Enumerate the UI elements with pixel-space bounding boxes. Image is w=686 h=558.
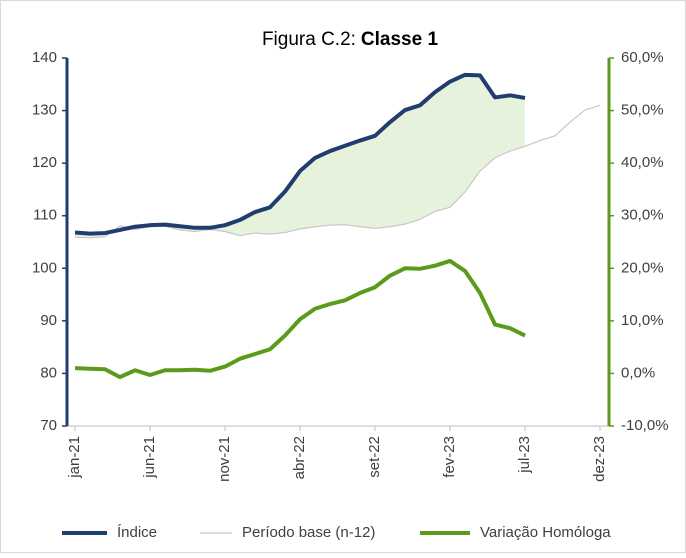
y-tick-label: 130 xyxy=(32,102,57,119)
y2-tick-label: 60,0% xyxy=(621,49,664,66)
y2-tick-label: -10,0% xyxy=(621,417,669,434)
y2-tick-label: 0,0% xyxy=(621,364,655,381)
x-tick-label: nov-21 xyxy=(216,436,233,482)
y-tick-label: 100 xyxy=(32,259,57,276)
x-tick-label: fev-23 xyxy=(441,436,458,478)
legend-label: Índice xyxy=(117,524,157,541)
y-tick-label: 120 xyxy=(32,154,57,171)
x-tick-label: abr-22 xyxy=(291,436,308,479)
y-tick-label: 80 xyxy=(40,364,57,381)
x-tick-label: jan-21 xyxy=(66,436,83,479)
chart-title: Figura C.2: Classe 1 xyxy=(262,29,439,50)
y-tick-label: 110 xyxy=(33,207,57,224)
y-tick-label: 140 xyxy=(32,49,57,66)
series-line xyxy=(74,258,526,380)
y2-tick-label: 10,0% xyxy=(621,312,664,329)
y-tick-label: 90 xyxy=(40,312,57,329)
y2-tick-label: 40,0% xyxy=(621,154,664,171)
legend-label: Variação Homóloga xyxy=(480,524,611,541)
x-tick-label: jun-21 xyxy=(141,436,158,479)
title-text: Figura C.2: xyxy=(262,29,356,50)
y-tick-label: 70 xyxy=(40,417,57,434)
y2-tick-label: 50,0% xyxy=(621,102,664,119)
y2-tick-label: 30,0% xyxy=(621,207,664,224)
x-tick-label: jul-23 xyxy=(516,436,533,474)
y2-tick-label: 20,0% xyxy=(621,259,664,276)
legend-label: Período base (n-12) xyxy=(242,524,375,541)
x-tick-label: dez-23 xyxy=(591,436,608,482)
title-bold: Classe 1 xyxy=(361,29,439,50)
x-tick-label: set-22 xyxy=(366,436,383,478)
series-line xyxy=(74,72,526,236)
gap-area xyxy=(75,74,525,238)
